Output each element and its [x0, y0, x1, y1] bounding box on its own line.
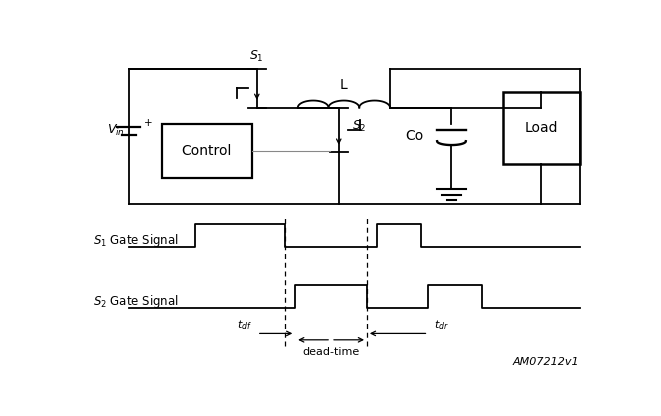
Text: +: + [144, 118, 153, 128]
Text: $S_2$ Gate Signal: $S_2$ Gate Signal [93, 293, 178, 310]
Text: $t_{dr}$: $t_{dr}$ [434, 318, 448, 332]
Text: $V_{in}$: $V_{in}$ [106, 122, 125, 138]
Text: AM07212v1: AM07212v1 [513, 357, 580, 367]
FancyBboxPatch shape [162, 124, 252, 178]
FancyBboxPatch shape [502, 92, 580, 163]
Text: Co: Co [405, 129, 423, 143]
Text: Load: Load [524, 121, 558, 135]
Text: $S_1$: $S_1$ [249, 49, 264, 64]
Text: $t_{df}$: $t_{df}$ [237, 318, 252, 332]
Text: L: L [340, 78, 348, 92]
Text: dead-time: dead-time [303, 347, 360, 357]
Text: $S_1$ Gate Signal: $S_1$ Gate Signal [93, 232, 178, 249]
Text: $S_2$: $S_2$ [352, 119, 366, 134]
Text: Control: Control [182, 144, 232, 158]
